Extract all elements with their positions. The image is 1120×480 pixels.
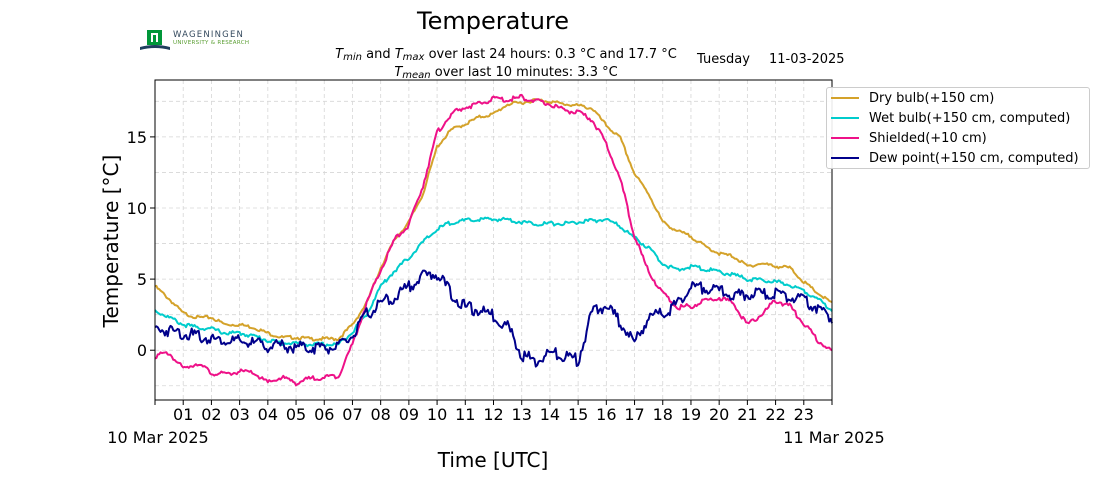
stats-box: Tmin and Tmax over last 24 hours: 0.3 °C… (300, 47, 712, 83)
legend-label: Dew point(+150 cm, computed) (869, 150, 1079, 166)
x-date-right-label: 11 Mar 2025 (783, 428, 884, 447)
legend-item: Shielded(+10 cm) (831, 129, 987, 147)
wageningen-logo: WAGENINGEN UNIVERSITY & RESEARCH (138, 29, 258, 53)
x-tick-label: 23 (794, 405, 814, 424)
x-tick-label: 19 (681, 405, 701, 424)
x-tick-label: 07 (342, 405, 362, 424)
stats-line-24h: Tmin and Tmax over last 24 hours: 0.3 °C… (300, 47, 712, 65)
chart-title: Temperature (416, 7, 570, 35)
x-tick-label: 13 (512, 405, 532, 424)
legend-label: Dry bulb(+150 cm) (869, 90, 995, 106)
y-tick-label: 15 (127, 128, 147, 147)
x-tick-label: 06 (314, 405, 334, 424)
wur-logo-icon (140, 30, 170, 50)
date-label: 11-03-2025 (769, 52, 845, 67)
y-axis-label: Temperature [°C] (99, 155, 123, 329)
legend-item: Dew point(+150 cm, computed) (831, 149, 1079, 167)
series-line (154, 216, 833, 348)
legend-label: Wet bulb(+150 cm, computed) (869, 110, 1071, 126)
stats-24h-text: over last 24 hours: 0.3 °C and 17.7 °C (424, 47, 677, 62)
logo-line1: WAGENINGEN (173, 30, 245, 40)
x-tick-label: 05 (286, 405, 306, 424)
x-axis-label: Time [UTC] (437, 448, 549, 472)
legend-swatch (831, 97, 859, 99)
series-line (154, 93, 833, 387)
x-tick-label: 11 (455, 405, 475, 424)
stats-10min-text: over last 10 minutes: 3.3 °C (430, 65, 618, 80)
x-tick-label: 10 (427, 405, 447, 424)
stats-and: and (361, 47, 395, 62)
legend-swatch (831, 157, 859, 159)
stats-line-10min: Tmean over last 10 minutes: 3.3 °C (300, 65, 712, 83)
tmax-symbol: T (394, 47, 403, 62)
y-tick-label: 0 (137, 341, 147, 360)
series-lines (154, 93, 833, 387)
x-tick-label: 16 (596, 405, 616, 424)
x-tick-label: 02 (201, 405, 221, 424)
x-date-left-label: 10 Mar 2025 (107, 428, 208, 447)
x-tick-label: 14 (540, 405, 560, 424)
x-tick-label: 20 (709, 405, 729, 424)
series-line (154, 269, 833, 368)
y-axis-ticks: 0 5 10 15 (127, 128, 155, 360)
logo-line2: UNIVERSITY & RESEARCH (173, 40, 250, 46)
x-tick-label: 17 (624, 405, 644, 424)
x-tick-label: 22 (765, 405, 785, 424)
x-axis-ticks: 01 02 03 04 05 06 07 08 09 10 11 12 13 14 15 16 17 18 19 20… (154, 400, 833, 424)
x-tick-label: 18 (653, 405, 673, 424)
x-tick-label: 09 (399, 405, 419, 424)
legend-label: Shielded(+10 cm) (869, 130, 987, 146)
x-tick-label: 15 (568, 405, 588, 424)
tmean-subscript: mean (402, 70, 431, 81)
axes-frame (154, 79, 833, 401)
tmin-subscript: min (343, 52, 362, 63)
legend-swatch (831, 117, 859, 119)
x-tick-label: 21 (737, 405, 757, 424)
x-tick-label: 01 (173, 405, 193, 424)
y-tick-label: 10 (127, 199, 147, 218)
x-tick-label: 12 (483, 405, 503, 424)
tmean-symbol: T (394, 65, 403, 80)
tmin-symbol: T (335, 47, 344, 62)
x-tick-label: 08 (370, 405, 390, 424)
legend: Dry bulb(+150 cm) Wet bulb(+150 cm, comp… (826, 87, 1090, 169)
weekday-label: Tuesday (697, 52, 750, 67)
legend-item: Dry bulb(+150 cm) (831, 89, 994, 107)
series-line (154, 98, 833, 342)
x-tick-label: 03 (229, 405, 249, 424)
tmax-subscript: max (402, 52, 425, 63)
y-tick-label: 5 (137, 270, 147, 289)
grid (155, 80, 832, 400)
legend-item: Wet bulb(+150 cm, computed) (831, 109, 1070, 127)
x-tick-label: 04 (258, 405, 278, 424)
legend-swatch (831, 137, 859, 139)
